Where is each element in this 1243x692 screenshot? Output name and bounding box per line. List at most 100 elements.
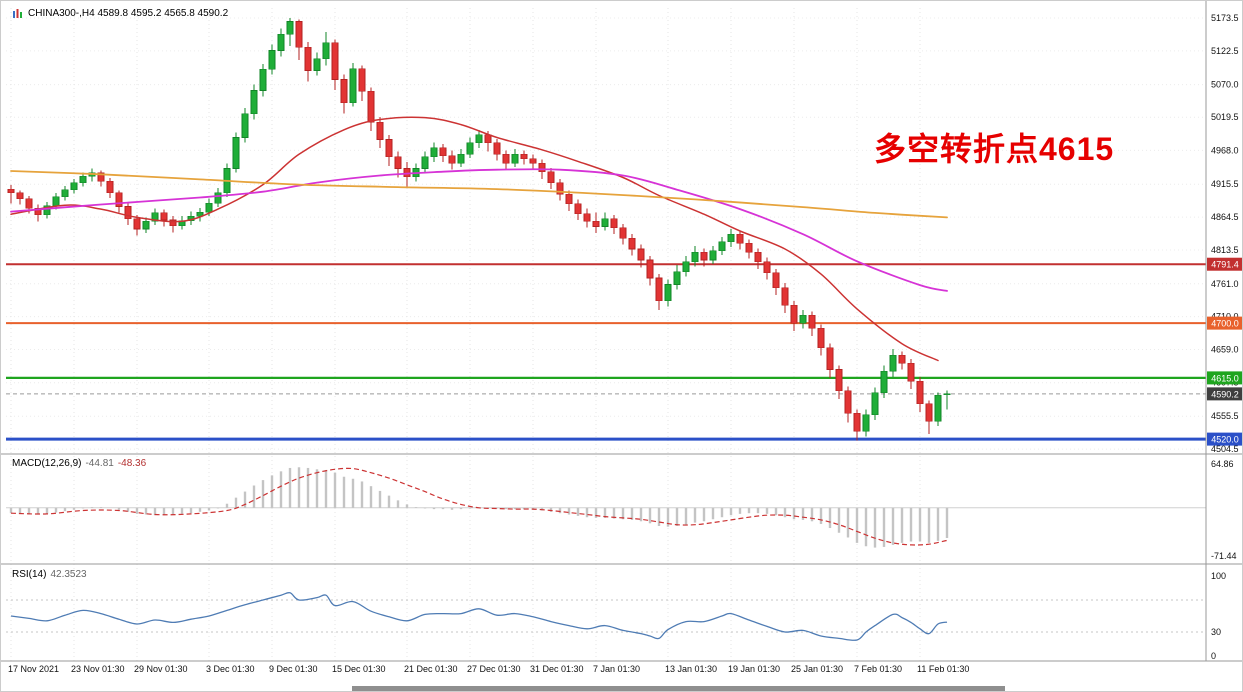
moving-average-lines: [10, 116, 948, 362]
symbol-title: CHINA300-,H4 4589.8 4595.2 4565.8 4590.2: [12, 8, 228, 19]
date-tick-label: 9 Dec 01:30: [269, 664, 318, 674]
horizontal-level-lines[interactable]: [6, 263, 1206, 441]
candle-body: [763, 261, 771, 274]
macd-label: MACD(12,26,9) -44.81 -48.36: [12, 458, 146, 469]
date-tick-label: 13 Jan 01:30: [665, 664, 717, 674]
rsi-name: RSI(14): [12, 569, 47, 580]
candle-body: [862, 414, 870, 432]
date-tick-label: 21 Dec 01:30: [404, 664, 458, 674]
symbol-ohlc-text: CHINA300-,H4 4589.8 4595.2 4565.8 4590.2: [28, 8, 229, 19]
candle-body: [853, 413, 861, 432]
candle-body: [781, 287, 789, 306]
candle-body: [682, 261, 690, 272]
svg-text:4590.2: 4590.2: [1211, 389, 1239, 399]
candle-body: [277, 34, 285, 51]
candle-body: [934, 394, 942, 422]
candle-body: [430, 147, 438, 158]
candle-body: [484, 134, 492, 143]
candle-body: [439, 147, 447, 156]
candle-body: [502, 153, 510, 164]
candle-body: [871, 392, 879, 415]
rsi-scale-label: 100: [1211, 571, 1226, 581]
candle-body: [7, 188, 15, 194]
candle-body: [142, 221, 150, 230]
candle-body: [304, 47, 312, 71]
date-tick-label: 7 Jan 01:30: [593, 664, 640, 674]
price-tick-label: 5019.5: [1211, 112, 1239, 122]
candle-body: [691, 251, 699, 263]
horizontal-scrollbar[interactable]: [352, 686, 1005, 691]
candle-body: [232, 137, 240, 169]
price-tick-label: 4761.0: [1211, 279, 1239, 289]
price-tag-4791.4: 4791.4: [1207, 257, 1242, 271]
candle-body: [61, 189, 69, 198]
price-tick-label: 5122.5: [1211, 46, 1239, 56]
candle-body: [322, 42, 330, 60]
candle-body: [664, 284, 672, 301]
candle-body: [889, 355, 897, 372]
candle-body: [745, 242, 753, 253]
candle-body: [592, 221, 600, 227]
candle-body: [520, 153, 528, 160]
candle-body: [898, 355, 906, 364]
ma-line-medium-magenta: [10, 168, 948, 292]
candle-body: [43, 205, 51, 216]
candle-body: [817, 327, 825, 348]
candle-body: [52, 196, 60, 207]
candle-body: [106, 181, 114, 194]
candle-body: [718, 241, 726, 252]
rsi-panel: [6, 591, 1206, 641]
candle-body: [925, 403, 933, 422]
candle-body: [421, 156, 429, 169]
candle-body: [754, 251, 762, 263]
candle-body: [25, 198, 33, 209]
price-tick-label: 4864.5: [1211, 212, 1239, 222]
candle-body: [331, 42, 339, 80]
candle-body: [367, 90, 375, 123]
candle-body: [124, 206, 132, 220]
date-tick-label: 23 Nov 01:30: [71, 664, 125, 674]
date-tick-label: 15 Dec 01:30: [332, 664, 386, 674]
price-tick-label: 4555.5: [1211, 411, 1239, 421]
date-tick-label: 25 Jan 01:30: [791, 664, 843, 674]
svg-text:4700.0: 4700.0: [1211, 319, 1239, 329]
price-tick-label: 5070.0: [1211, 80, 1239, 90]
svg-text:4520.0: 4520.0: [1211, 435, 1239, 445]
candle-body: [835, 369, 843, 392]
date-tick-label: 7 Feb 01:30: [854, 664, 902, 674]
candle-body: [943, 393, 951, 396]
candle-body: [169, 219, 177, 227]
candle-body: [565, 193, 573, 205]
candle-body: [385, 139, 393, 158]
candle-body: [574, 203, 582, 214]
grid-lines: [6, 8, 1206, 661]
candle-body: [160, 212, 168, 221]
candle-body: [637, 248, 645, 261]
candle-body: [556, 182, 564, 195]
candle-body: [700, 251, 708, 261]
candle-body: [601, 218, 609, 227]
candle-body: [97, 172, 105, 182]
candle-body: [808, 315, 816, 329]
candle-body: [466, 142, 474, 155]
candle-body: [241, 113, 249, 138]
price-tick-label: 4915.5: [1211, 179, 1239, 189]
date-tick-label: 31 Dec 01:30: [530, 664, 584, 674]
date-tick-label: 29 Nov 01:30: [134, 664, 188, 674]
candle-body: [610, 218, 618, 229]
candle-body: [646, 259, 654, 279]
candle-body: [916, 380, 924, 404]
rsi-line: [10, 591, 948, 641]
rsi-scale-label: 0: [1211, 651, 1216, 661]
candle-body: [196, 211, 204, 217]
candlesticks: [7, 17, 951, 441]
rsi-value: 42.3523: [50, 569, 87, 580]
candle-body: [151, 212, 159, 222]
candle-body: [529, 158, 537, 164]
candle-body: [907, 362, 915, 382]
candle-body: [727, 233, 735, 243]
rsi-label: RSI(14) 42.3523: [12, 569, 87, 580]
